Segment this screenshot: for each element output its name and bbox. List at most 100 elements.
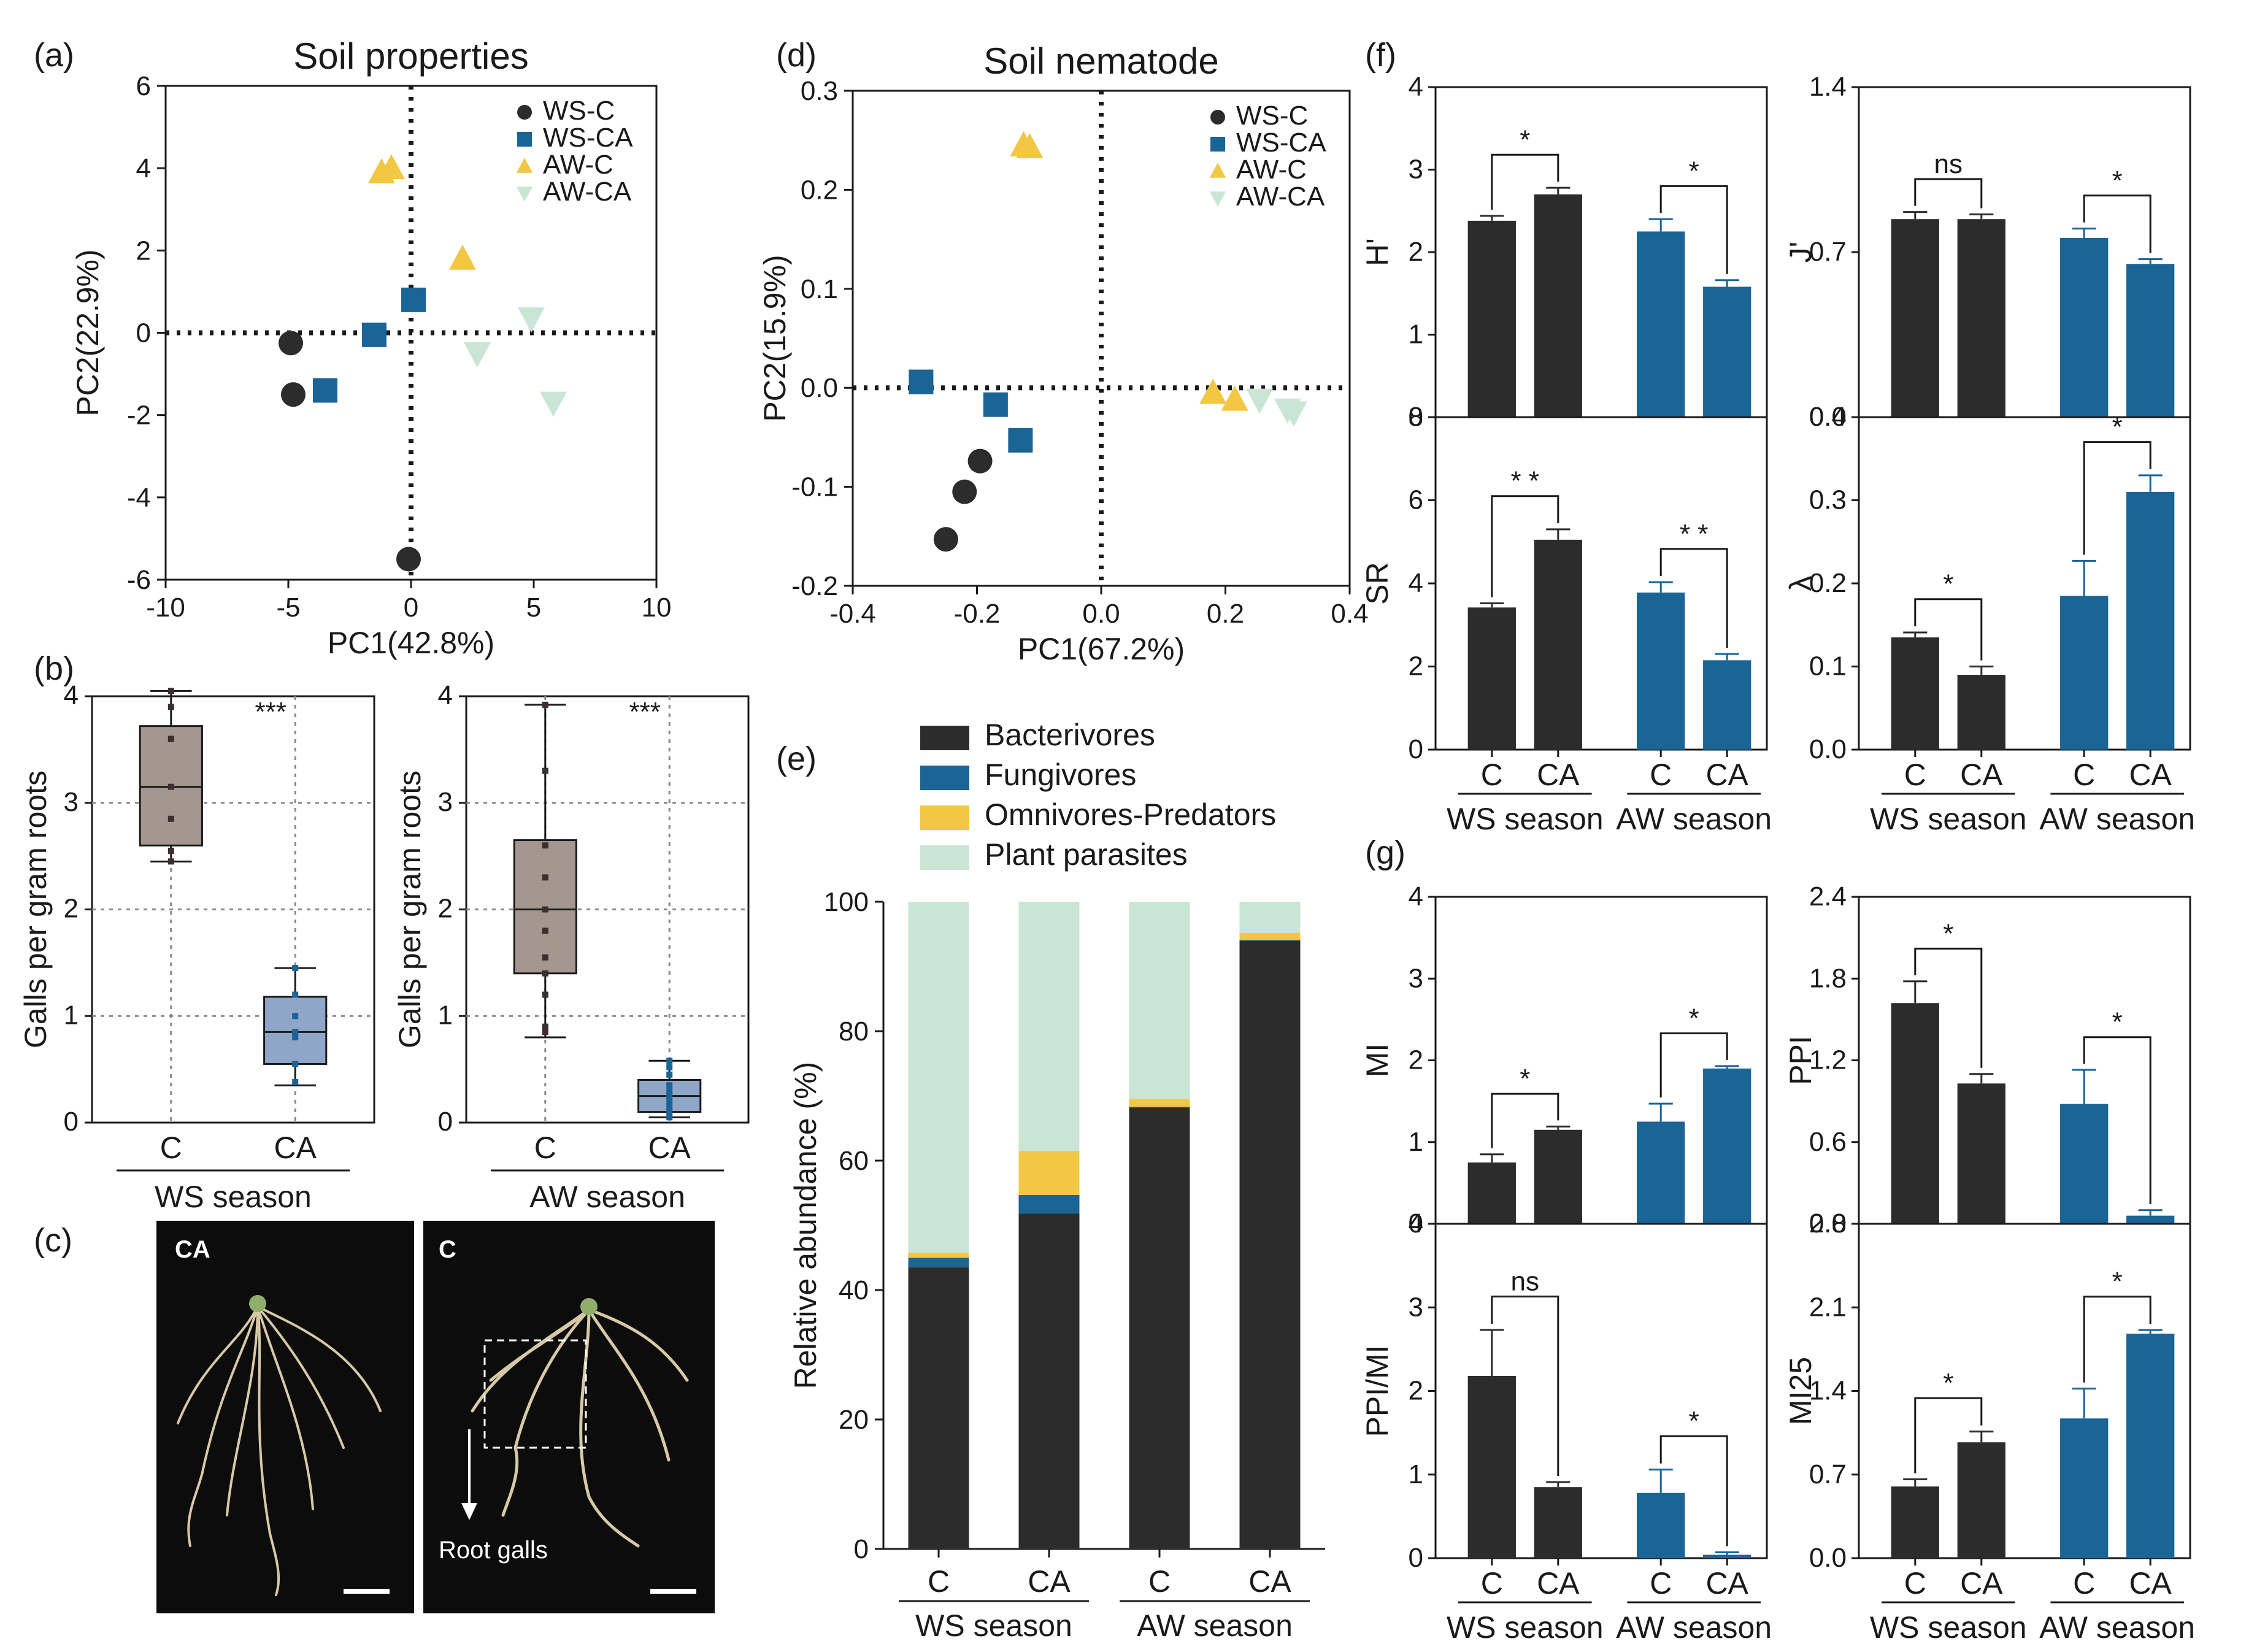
x-category-label: C bbox=[1904, 758, 1926, 792]
significance-bracket bbox=[1914, 178, 1983, 209]
gall-highlight-box bbox=[483, 1339, 587, 1449]
y-tick-label: 2 bbox=[136, 236, 151, 266]
significance-bracket bbox=[1491, 153, 1559, 210]
bar-ws-ca bbox=[1957, 1083, 2005, 1224]
y-axis-label: Relative abundance (%) bbox=[788, 1062, 823, 1389]
y-axis-label: MI bbox=[1360, 1043, 1394, 1078]
root-illustration-ca bbox=[177, 1305, 382, 1596]
y-tick-label: 0.4 bbox=[1809, 402, 1847, 432]
y-tick-label: 4 bbox=[1409, 72, 1423, 102]
y-tick-label: 4 bbox=[1409, 568, 1423, 598]
y-tick-label: 0.1 bbox=[801, 274, 838, 304]
significance-marker: * bbox=[1689, 1406, 1699, 1436]
legend-marker bbox=[1210, 110, 1225, 125]
x-category-label: C bbox=[1904, 1566, 1926, 1600]
legend-label: WS-CA bbox=[543, 123, 633, 153]
bar-ws-ca bbox=[1957, 675, 2005, 750]
legend-label: WS-CA bbox=[1236, 128, 1326, 158]
legend-label: Plant parasites bbox=[985, 837, 1188, 872]
y-tick-label: 0.0 bbox=[1809, 402, 1847, 432]
group-label: WS season bbox=[155, 1180, 312, 1214]
x-tick-label: 0 bbox=[404, 593, 418, 623]
y-tick-label: 40 bbox=[839, 1275, 869, 1305]
y-axis-label: J' bbox=[1783, 242, 1818, 263]
x-category-label: CA bbox=[1705, 758, 1748, 792]
y-tick-label: 3 bbox=[1409, 1292, 1423, 1322]
y-tick-label: 8 bbox=[1409, 402, 1423, 432]
y-tick-label: 1 bbox=[64, 1000, 79, 1030]
y-tick-label: 1.4 bbox=[1809, 72, 1847, 102]
significance-bracket bbox=[2083, 194, 2151, 253]
x-category-label: C bbox=[1650, 758, 1672, 792]
x-tick-label: -10 bbox=[146, 593, 185, 623]
scatter-point-ws-c bbox=[281, 382, 306, 407]
data-point bbox=[666, 1071, 673, 1078]
legend-swatch bbox=[920, 805, 969, 830]
data-point bbox=[542, 970, 548, 977]
bar-ws-c bbox=[1891, 1486, 1939, 1558]
bar-ws-c bbox=[1891, 219, 1939, 417]
x-category-label: C bbox=[2073, 758, 2095, 792]
chart-e-stacked-bars: 0 20 40 60 80 100 C CA C CA WS season AW season Rela… bbox=[788, 718, 1325, 1643]
bar-ws-ca bbox=[1534, 1129, 1582, 1224]
data-point bbox=[167, 858, 174, 865]
x-category-label: C bbox=[160, 1131, 182, 1165]
data-point bbox=[542, 701, 548, 708]
photo-ca bbox=[156, 1221, 414, 1613]
bar-ws-ca bbox=[1534, 539, 1582, 750]
scale-bar-left bbox=[344, 1589, 390, 1594]
legend-marker bbox=[517, 132, 532, 147]
legend-marker bbox=[1209, 163, 1226, 178]
y-tick-label: 4 bbox=[136, 153, 151, 183]
group-label: WS season bbox=[1447, 1610, 1604, 1645]
y-tick-label: 0.0 bbox=[1809, 1543, 1847, 1573]
group-label: AW season bbox=[2039, 1610, 2195, 1645]
data-point bbox=[292, 965, 299, 972]
data-point bbox=[167, 688, 174, 694]
bar-aw-c bbox=[2060, 237, 2109, 417]
chart-f-diversity-bars: 0 1 2 3 4 * * H' 0.0 0.7 1.4 ns * J' 0 2 4 6 8 C CA C CA * * * *… bbox=[1360, 72, 2195, 836]
data-point bbox=[666, 1114, 673, 1121]
y-tick-label: 4 bbox=[438, 680, 453, 710]
chart-d-pca-soil-nematode: -0.4 -0.2 0.0 0.2 0.4-0.2-0.10.00.10.20.3Soi… bbox=[758, 40, 1369, 666]
x-category-label: C bbox=[928, 1564, 950, 1599]
stacked-bar-segment-omnivores-predators bbox=[1018, 1151, 1080, 1195]
bar-aw-ca bbox=[2126, 491, 2175, 750]
bar-ws-c bbox=[1467, 607, 1516, 750]
y-tick-label: 20 bbox=[839, 1405, 869, 1435]
bar-aw-ca bbox=[2126, 1334, 2175, 1558]
y-tick-label: 0.2 bbox=[1809, 568, 1847, 598]
data-point bbox=[542, 842, 548, 849]
x-category-label: C bbox=[1481, 1566, 1503, 1600]
stacked-bar-segment-bacterivores bbox=[1018, 1213, 1080, 1549]
scatter-point-ws-ca bbox=[401, 287, 426, 312]
legend-marker bbox=[1209, 191, 1226, 207]
x-category-label: C bbox=[1650, 1566, 1672, 1600]
significance-bracket bbox=[1659, 185, 1728, 274]
data-point bbox=[666, 1093, 673, 1099]
bar-aw-c bbox=[1637, 1121, 1685, 1224]
y-axis-label: SR bbox=[1360, 562, 1394, 604]
legend-label: WS-C bbox=[1236, 101, 1308, 131]
x-category-label: CA bbox=[1028, 1564, 1071, 1599]
x-tick-label: -0.2 bbox=[954, 599, 1001, 629]
y-axis-label: PPI bbox=[1783, 1035, 1818, 1085]
y-tick-label: 4 bbox=[64, 680, 79, 710]
panel-label-e: (e) bbox=[776, 740, 817, 777]
scatter-point-aw-ca bbox=[540, 391, 567, 417]
y-tick-label: -0.2 bbox=[791, 571, 838, 601]
y-tick-label: 0.1 bbox=[1809, 651, 1847, 682]
significance-marker: * bbox=[1943, 569, 1953, 599]
y-tick-label: 0 bbox=[1409, 734, 1423, 764]
y-tick-label: 4 bbox=[1409, 882, 1423, 912]
legend-swatch bbox=[920, 845, 969, 870]
significance-marker: * bbox=[2112, 412, 2123, 442]
bar-aw-ca bbox=[2126, 1215, 2175, 1224]
data-point bbox=[167, 815, 174, 822]
significance-bracket bbox=[2083, 1036, 2151, 1204]
group-label: WS season bbox=[1447, 802, 1604, 836]
y-tick-label: 0 bbox=[438, 1107, 453, 1137]
y-tick-label: 4 bbox=[1409, 1208, 1423, 1239]
legend-marker bbox=[1210, 137, 1225, 152]
